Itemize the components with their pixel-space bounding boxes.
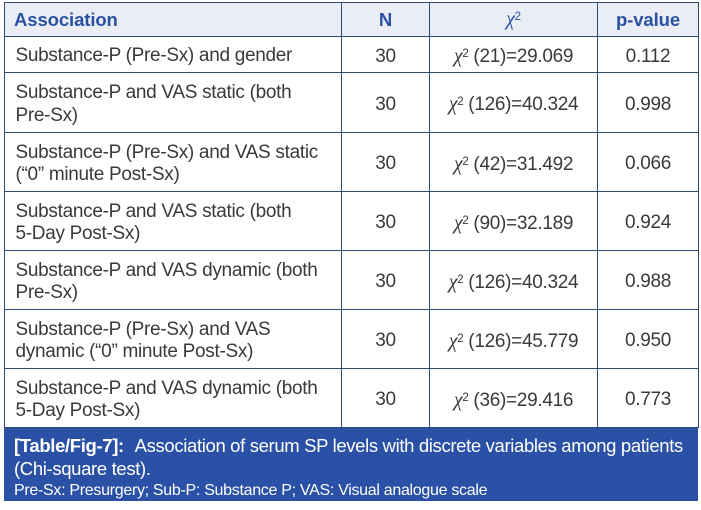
p-value-cell: 0.924 (597, 191, 699, 251)
association-cell: Substance-P (Pre-Sx) and VAS static (“0”… (4, 132, 342, 192)
table-row: Substance-P (Pre-Sx) and gender 30 χ2 (2… (4, 36, 699, 73)
column-header-n: N (341, 2, 430, 37)
n-cell: 30 (341, 72, 430, 133)
n-cell: 30 (341, 191, 430, 251)
chi-square-value: (126)=40.324 (463, 94, 579, 115)
column-header-chi-square: χ2 (429, 2, 598, 37)
chi-superscript: 2 (457, 273, 464, 286)
chi-symbol: χ (448, 329, 458, 352)
n-cell: 30 (341, 132, 430, 192)
table-row: Substance-P and VAS static (both Pre-Sx)… (4, 72, 699, 133)
p-value-cell: 0.773 (597, 368, 699, 428)
n-cell: 30 (341, 368, 430, 428)
header-row: Association N χ2 p-value (4, 2, 699, 37)
chi-symbol: χ (453, 211, 463, 234)
chi-superscript: 2 (462, 155, 469, 168)
chi-superscript: 2 (457, 332, 464, 345)
association-cell: Substance-P and VAS dynamic (both Pre-Sx… (4, 250, 342, 310)
chi-superscript: 2 (462, 48, 469, 60)
chi-square-value: (42)=31.492 (468, 153, 574, 175)
caption-text: [Table/Fig-7]: Association of serum SP l… (14, 435, 685, 480)
column-header-p-value: p-value (597, 2, 699, 37)
chi-square-cell: χ2 (36)=29.416 (429, 368, 598, 428)
p-value-cell: 0.112 (597, 36, 699, 73)
chi-symbol: χ (453, 388, 463, 411)
p-value-cell: 0.988 (597, 250, 699, 310)
chi-symbol: χ (453, 152, 463, 175)
n-cell: 30 (341, 250, 430, 310)
table-header: Association N χ2 p-value (4, 2, 699, 37)
chi-superscript: 2 (462, 391, 469, 404)
chi-square-cell: χ2 (126)=40.324 (429, 72, 598, 133)
chi-square-cell: χ2 (126)=45.779 (429, 309, 598, 369)
chi-superscript: 2 (514, 11, 521, 23)
caption-footnote: Pre-Sx: Presurgery; Sub-P: Substance P; … (14, 482, 488, 499)
association-cell: Substance-P and VAS static (both 5-Day P… (4, 191, 342, 251)
n-cell: 30 (341, 309, 430, 369)
chi-superscript: 2 (462, 214, 469, 227)
association-cell: Substance-P and VAS dynamic (both 5-Day … (4, 368, 342, 428)
column-header-association: Association (4, 2, 342, 37)
association-cell: Substance-P (Pre-Sx) and VAS dynamic (“0… (4, 309, 342, 369)
caption-description: Association of serum SP levels with disc… (14, 435, 683, 479)
caption-box: [Table/Fig-7]: Association of serum SP l… (4, 428, 698, 501)
association-cell: Substance-P (Pre-Sx) and gender (4, 36, 342, 73)
chi-square-value: (126)=45.779 (463, 330, 579, 352)
chi-square-value: (126)=40.324 (463, 271, 579, 293)
p-value-cell: 0.998 (597, 72, 699, 133)
table-row: Substance-P and VAS static (both 5-Day P… (4, 191, 699, 251)
chi-square-cell: χ2 (90)=32.189 (429, 191, 598, 251)
caption-label: [Table/Fig-7]: (14, 435, 124, 456)
chi-square-cell: χ2 (21)=29.069 (429, 36, 598, 73)
chi-square-cell: χ2 (42)=31.492 (429, 132, 598, 192)
chi-symbol: χ (448, 270, 458, 293)
p-value-cell: 0.950 (597, 309, 699, 369)
table-row: Substance-P and VAS dynamic (both Pre-Sx… (4, 250, 699, 310)
chi-square-cell: χ2 (126)=40.324 (429, 250, 598, 310)
association-table: Association N χ2 p-value Substance-P (Pr… (4, 2, 699, 428)
n-cell: 30 (341, 36, 430, 73)
table-row: Substance-P (Pre-Sx) and VAS dynamic (“0… (4, 309, 699, 369)
chi-symbol: χ (448, 93, 458, 115)
chi-square-value: (36)=29.416 (468, 389, 574, 411)
table-figure: Association N χ2 p-value Substance-P (Pr… (4, 2, 699, 501)
chi-symbol: χ (506, 8, 515, 30)
chi-superscript: 2 (457, 96, 464, 108)
p-value-cell: 0.066 (597, 132, 699, 192)
table-body: Substance-P (Pre-Sx) and gender 30 χ2 (2… (4, 36, 699, 428)
table-row: Substance-P and VAS dynamic (both 5-Day … (4, 368, 699, 428)
chi-square-value: (21)=29.069 (468, 46, 574, 67)
chi-square-value: (90)=32.189 (468, 212, 574, 234)
association-cell: Substance-P and VAS static (both Pre-Sx) (4, 72, 342, 133)
chi-symbol: χ (453, 45, 463, 67)
table-row: Substance-P (Pre-Sx) and VAS static (“0”… (4, 132, 699, 192)
